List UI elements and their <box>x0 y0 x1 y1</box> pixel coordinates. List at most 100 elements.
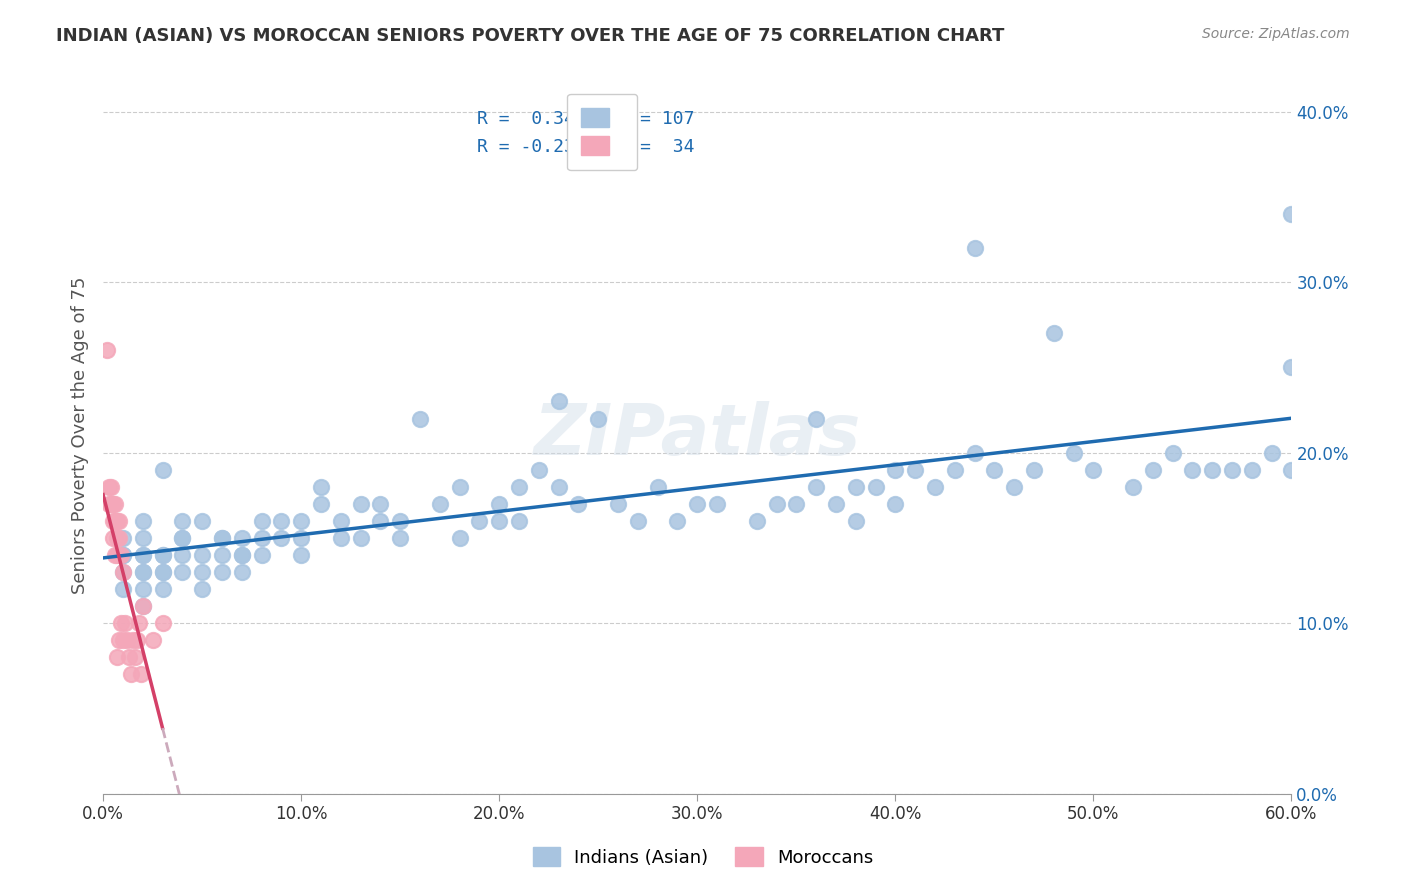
Point <box>290 548 312 562</box>
Point <box>745 514 768 528</box>
Point <box>101 514 124 528</box>
Point <box>101 531 124 545</box>
Point <box>108 514 131 528</box>
Point <box>1122 480 1144 494</box>
Point <box>172 531 194 545</box>
Point <box>943 463 966 477</box>
Point <box>118 650 141 665</box>
Text: ZIPatlas: ZIPatlas <box>534 401 860 470</box>
Point <box>128 616 150 631</box>
Point <box>547 394 569 409</box>
Point <box>172 514 194 528</box>
Point <box>132 582 155 596</box>
Point <box>1220 463 1243 477</box>
Point <box>121 633 143 648</box>
Point <box>1181 463 1204 477</box>
Point <box>152 548 174 562</box>
Point <box>115 633 138 648</box>
Point <box>111 548 134 562</box>
Point <box>231 565 253 579</box>
Point <box>132 514 155 528</box>
Point <box>370 514 392 528</box>
Point <box>666 514 689 528</box>
Point <box>1240 463 1263 477</box>
Point <box>290 531 312 545</box>
Point <box>105 548 128 562</box>
Point <box>785 497 807 511</box>
Point <box>349 531 371 545</box>
Point <box>904 463 927 477</box>
Point <box>547 480 569 494</box>
Text: R = -0.233   N =  34: R = -0.233 N = 34 <box>478 138 695 156</box>
Text: INDIAN (ASIAN) VS MOROCCAN SENIORS POVERTY OVER THE AGE OF 75 CORRELATION CHART: INDIAN (ASIAN) VS MOROCCAN SENIORS POVER… <box>56 27 1005 45</box>
Point <box>211 531 233 545</box>
Point <box>129 667 152 681</box>
Point <box>845 480 868 494</box>
Point <box>588 411 610 425</box>
Point <box>152 463 174 477</box>
Point <box>1002 480 1025 494</box>
Point <box>172 531 194 545</box>
Point <box>191 582 214 596</box>
Point <box>105 650 128 665</box>
Y-axis label: Seniors Poverty Over the Age of 75: Seniors Poverty Over the Age of 75 <box>72 277 89 594</box>
Point <box>309 480 332 494</box>
Point <box>884 463 907 477</box>
Point <box>104 514 127 528</box>
Point <box>1260 445 1282 459</box>
Point <box>1161 445 1184 459</box>
Legend: , : , <box>567 94 637 170</box>
Point <box>409 411 432 425</box>
Point <box>488 514 510 528</box>
Point <box>132 599 155 613</box>
Point <box>1022 463 1045 477</box>
Point <box>152 565 174 579</box>
Point <box>488 497 510 511</box>
Point <box>111 582 134 596</box>
Point <box>111 633 134 648</box>
Point <box>508 480 530 494</box>
Point <box>114 616 136 631</box>
Point <box>1083 463 1105 477</box>
Point <box>132 565 155 579</box>
Point <box>231 531 253 545</box>
Point <box>132 565 155 579</box>
Point <box>370 497 392 511</box>
Point <box>924 480 946 494</box>
Point <box>111 548 134 562</box>
Point <box>172 548 194 562</box>
Point <box>865 480 887 494</box>
Point <box>231 548 253 562</box>
Text: R =  0.347   N = 107: R = 0.347 N = 107 <box>478 110 695 128</box>
Point <box>290 514 312 528</box>
Point <box>250 514 273 528</box>
Point <box>963 241 986 255</box>
Point <box>152 616 174 631</box>
Point <box>627 514 650 528</box>
Point <box>804 411 827 425</box>
Point <box>983 463 1005 477</box>
Point <box>111 531 134 545</box>
Point <box>329 514 352 528</box>
Point <box>884 497 907 511</box>
Point <box>211 531 233 545</box>
Point <box>825 497 848 511</box>
Point <box>211 548 233 562</box>
Legend: Indians (Asian), Moroccans: Indians (Asian), Moroccans <box>526 840 880 874</box>
Point <box>132 599 155 613</box>
Point <box>132 548 155 562</box>
Point <box>172 565 194 579</box>
Point <box>468 514 491 528</box>
Point <box>963 445 986 459</box>
Point <box>191 548 214 562</box>
Point <box>429 497 451 511</box>
Point <box>527 463 550 477</box>
Point <box>108 531 131 545</box>
Point <box>686 497 709 511</box>
Point <box>110 616 132 631</box>
Point <box>132 548 155 562</box>
Point <box>125 633 148 648</box>
Point <box>250 531 273 545</box>
Point <box>389 531 412 545</box>
Point <box>1142 463 1164 477</box>
